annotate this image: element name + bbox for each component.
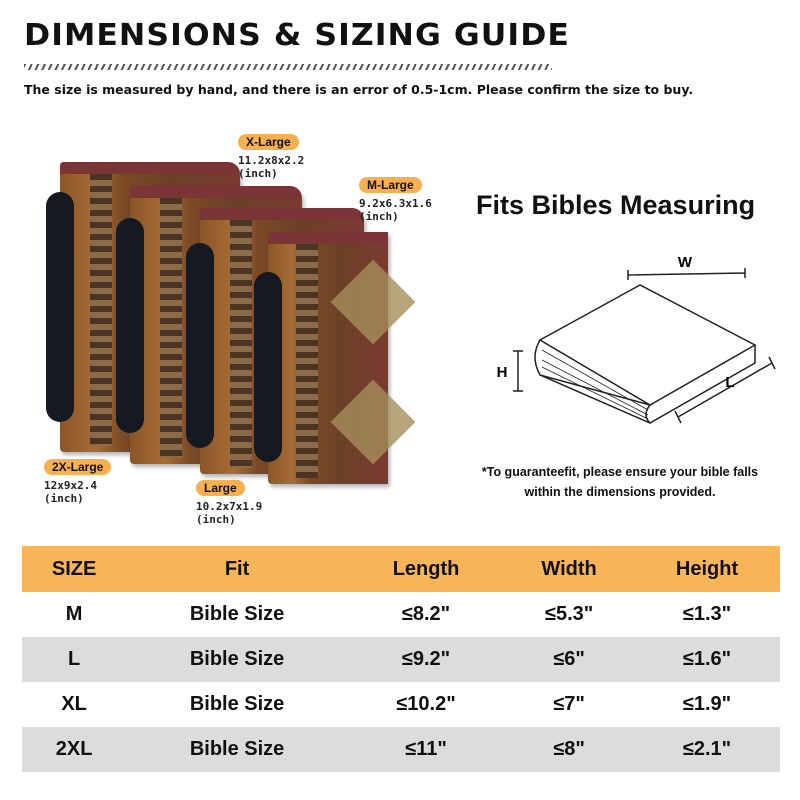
table-header-row: SIZE Fit Length Width Height: [22, 546, 780, 592]
table-cell: Bible Size: [126, 637, 348, 682]
size-large-label: Large 10.2x7x1.9 (inch): [196, 480, 263, 526]
table-cell: ≤9.2": [347, 637, 505, 682]
table-cell: L: [22, 637, 127, 682]
table-cell: ≤8.2": [401, 603, 451, 625]
table-cell: Bible Size: [189, 693, 285, 715]
table-row: XL Bible Size ≤10.2" ≤7" ≤1.9": [22, 682, 780, 727]
table-cell: ≤1.9": [682, 693, 732, 715]
length-label: L: [725, 374, 734, 391]
table-cell: ≤6": [504, 637, 635, 682]
subtitle: The size is measured by hand, and there …: [24, 82, 694, 97]
height-label: H: [497, 364, 508, 381]
width-label: W: [678, 254, 693, 271]
table-cell: Bible Size: [126, 727, 348, 772]
table-row: L Bible Size ≤9.2" ≤6" ≤1.6": [22, 637, 780, 682]
table-cell: ≤7": [553, 693, 585, 715]
table-row: M Bible Size ≤8.2" ≤5.3" ≤1.3": [22, 592, 780, 637]
size-mlarge-label: M-Large 9.2x6.3x1.6 (inch): [359, 177, 432, 223]
table-cell: ≤1.3": [682, 603, 732, 625]
table-cell: ≤10.2": [396, 693, 456, 715]
table-cell: ≤11": [347, 727, 505, 772]
table-row: 2XL Bible Size ≤11" ≤8" ≤2.1": [22, 727, 780, 772]
column-header: Height: [634, 546, 780, 592]
size-2xlarge-label: 2X-Large 12x9x2.4 (inch): [44, 456, 112, 505]
column-header: Width: [504, 546, 635, 592]
fit-note: *To guaranteefit, please ensure your bib…: [481, 465, 759, 499]
table-cell: Bible Size: [189, 603, 285, 625]
column-header: Fit: [126, 546, 348, 592]
book-measure-diagram: W H L: [497, 254, 776, 424]
page-title: DIMENSIONS & SIZING GUIDE: [24, 18, 570, 53]
size-table: SIZE Fit Length Width Height M Bible Size ≤8.2…: [22, 546, 780, 772]
fits-title: Fits Bibles Measuring: [476, 190, 756, 220]
table-cell: M: [65, 603, 83, 625]
column-header: SIZE: [22, 546, 127, 592]
table-cell: ≤2.1": [634, 727, 780, 772]
decorative-stripe: [24, 64, 552, 70]
table-cell: ≤5.3": [544, 603, 594, 625]
table-cell: 2XL: [22, 727, 127, 772]
table-cell: XL: [61, 693, 87, 715]
column-header: Length: [347, 546, 505, 592]
table-cell: ≤1.6": [634, 637, 780, 682]
book-cover-m: [254, 232, 416, 484]
table-cell: ≤8": [504, 727, 635, 772]
size-xlarge-label: X-Large 11.2x8x2.2 (inch): [238, 134, 305, 180]
